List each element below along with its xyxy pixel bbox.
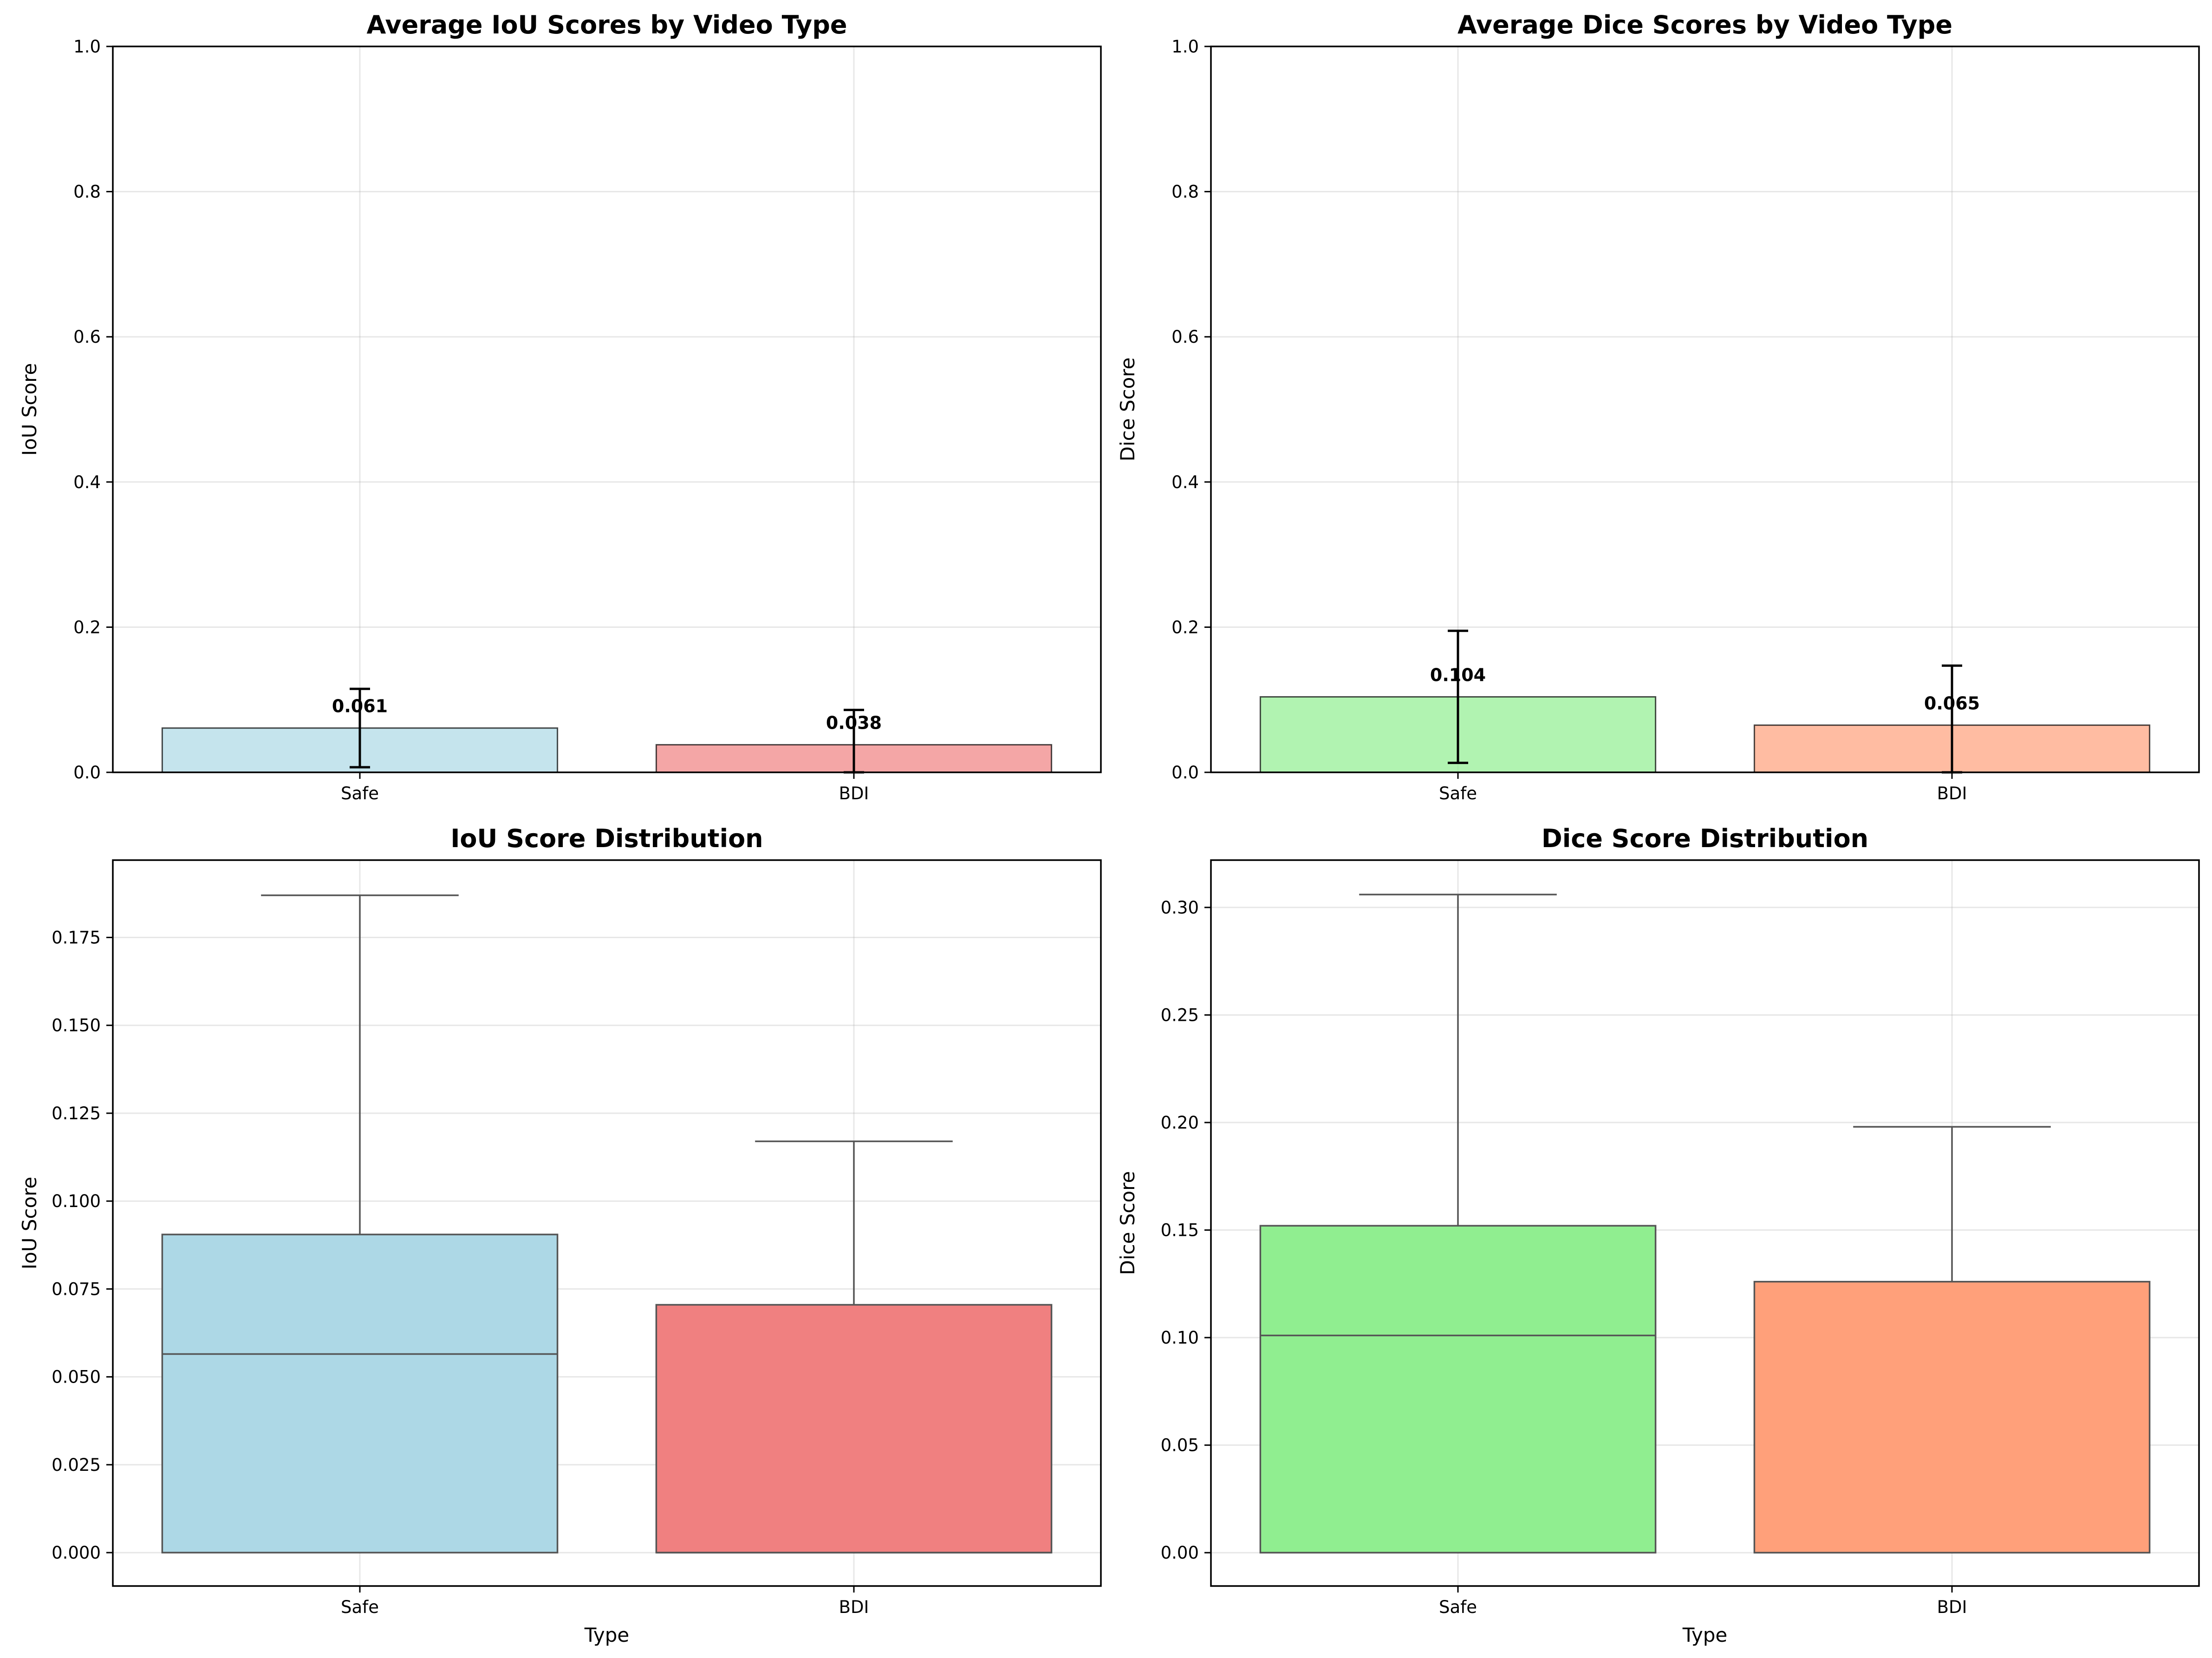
y-tick-label: 0.075 <box>52 1279 101 1299</box>
box <box>1753 1280 2151 1554</box>
x-tick-label: Safe <box>341 1597 379 1617</box>
y-tick-label: 0.00 <box>1161 1543 1199 1563</box>
data-label: 0.038 <box>826 713 882 733</box>
chart-title: Average IoU Scores by Video Type <box>367 10 847 39</box>
y-tick-label: 0.000 <box>52 1543 101 1563</box>
y-axis-label: Dice Score <box>1116 358 1139 462</box>
y-tick-label: 0.050 <box>52 1367 101 1387</box>
y-tick-label: 0.0 <box>1171 763 1199 783</box>
data-label: 0.061 <box>332 696 388 717</box>
y-tick-label: 0.8 <box>73 182 101 202</box>
box <box>655 1304 1053 1554</box>
y-tick-label: 0.2 <box>73 617 101 637</box>
y-tick-label: 0.25 <box>1161 1005 1199 1025</box>
iou-bar-chart: 0.061 0.038 0.0 0.2 0.4 0.6 0.8 1.0 Safe BDI Avera… <box>18 10 1102 803</box>
y-axis-label: Dice Score <box>1116 1171 1139 1275</box>
x-axis-label: Type <box>1682 1624 1727 1646</box>
y-tick-label: 0.175 <box>52 928 101 948</box>
y-axis-label: IoU Score <box>18 363 41 456</box>
data-label: 0.104 <box>1430 665 1486 685</box>
axes-frame <box>112 46 1102 773</box>
y-tick-label: 0.30 <box>1161 898 1199 918</box>
y-tick-label: 0.10 <box>1161 1328 1199 1348</box>
chart-title: IoU Score Distribution <box>450 824 763 853</box>
iou-box-plot: 0.000 0.025 0.050 0.075 0.100 0.125 0.150 0.175… <box>18 824 1102 1646</box>
axes-frame <box>112 859 1102 1587</box>
y-tick-label: 0.2 <box>1171 617 1199 637</box>
x-tick-label: BDI <box>1937 783 1967 803</box>
y-tick-label: 1.0 <box>73 37 101 57</box>
chart-title: Dice Score Distribution <box>1542 824 1868 853</box>
axes-frame <box>1210 859 2200 1587</box>
chart-title: Average Dice Scores by Video Type <box>1457 10 1952 39</box>
y-tick-label: 0.20 <box>1161 1113 1199 1133</box>
y-tick-label: 0.6 <box>73 327 101 347</box>
y-tick-label: 0.15 <box>1161 1221 1199 1240</box>
x-tick-label: Safe <box>1439 1597 1477 1617</box>
y-tick-label: 0.4 <box>1171 472 1199 492</box>
data-label: 0.065 <box>1924 693 1980 713</box>
y-tick-label: 0.025 <box>52 1455 101 1475</box>
y-axis-label: IoU Score <box>18 1177 41 1270</box>
y-tick-label: 0.125 <box>52 1103 101 1123</box>
y-tick-label: 0.4 <box>73 472 101 492</box>
dice-bar-chart: 0.104 0.065 0.0 0.2 0.4 0.6 0.8 1.0 Safe BDI Avera… <box>1116 10 2200 803</box>
y-tick-label: 0.150 <box>52 1016 101 1036</box>
x-tick-label: BDI <box>839 1597 869 1617</box>
axes-frame <box>1210 46 2200 773</box>
y-tick-label: 0.05 <box>1161 1436 1199 1456</box>
x-axis-label: Type <box>584 1624 629 1646</box>
box <box>1259 1225 1657 1554</box>
x-tick-label: BDI <box>839 783 869 803</box>
dice-box-plot: 0.00 0.05 0.10 0.15 0.20 0.25 0.30 Safe BDI Dice … <box>1116 824 2200 1646</box>
y-tick-label: 0.100 <box>52 1191 101 1211</box>
y-tick-label: 0.8 <box>1171 182 1199 202</box>
y-tick-label: 0.6 <box>1171 327 1199 347</box>
y-tick-label: 1.0 <box>1171 37 1199 57</box>
box <box>161 1234 559 1554</box>
x-tick-label: BDI <box>1937 1597 1967 1617</box>
x-tick-label: Safe <box>341 783 379 803</box>
x-tick-label: Safe <box>1439 783 1477 803</box>
y-tick-label: 0.0 <box>73 763 101 783</box>
